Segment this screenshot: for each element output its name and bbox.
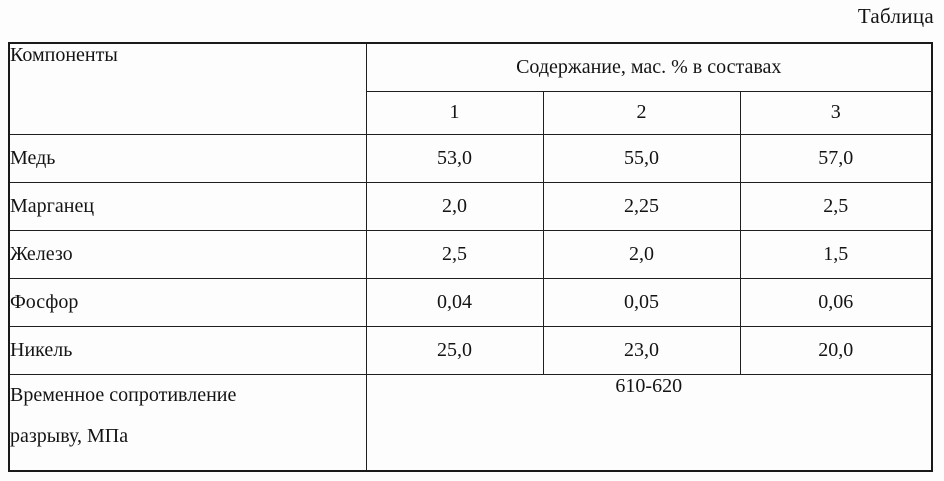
table-row-copper: Медь 53,0 55,0 57,0 bbox=[8, 133, 933, 183]
column-header-2: 2 bbox=[542, 90, 741, 135]
column-header-3: 3 bbox=[739, 90, 933, 135]
row-label: Марганец bbox=[8, 181, 367, 231]
header-content-cell: Содержание, мас. % в составах bbox=[365, 42, 933, 92]
composition-table: Компоненты Содержание, мас. % в составах… bbox=[8, 42, 933, 472]
value-cell: 25,0 bbox=[365, 325, 544, 375]
row-label: Железо bbox=[8, 229, 367, 279]
row-label: Фосфор bbox=[8, 277, 367, 327]
value-cell: 2,0 bbox=[542, 229, 741, 279]
value-cell: 57,0 bbox=[739, 133, 933, 183]
value-cell: 55,0 bbox=[542, 133, 741, 183]
value-cell: 0,04 bbox=[365, 277, 544, 327]
value-cell: 23,0 bbox=[542, 325, 741, 375]
table-row-phosphorus: Фосфор 0,04 0,05 0,06 bbox=[8, 277, 933, 327]
table-row-nickel: Никель 25,0 23,0 20,0 bbox=[8, 325, 933, 375]
row-label: Медь bbox=[8, 133, 367, 183]
value-cell: 2,5 bbox=[739, 181, 933, 231]
value-cell: 2,25 bbox=[542, 181, 741, 231]
table-row-tensile-strength: Временное сопротивление разрыву, МПа 610… bbox=[8, 373, 933, 472]
table-row-manganese: Марганец 2,0 2,25 2,5 bbox=[8, 181, 933, 231]
table-row-iron: Железо 2,5 2,0 1,5 bbox=[8, 229, 933, 279]
column-header-1: 1 bbox=[365, 90, 544, 135]
value-cell: 20,0 bbox=[739, 325, 933, 375]
value-cell: 0,05 bbox=[542, 277, 741, 327]
row-label-tensile: Временное сопротивление разрыву, МПа bbox=[8, 373, 367, 472]
header-row-1: Компоненты Содержание, мас. % в составах bbox=[8, 42, 933, 135]
value-cell: 53,0 bbox=[365, 133, 544, 183]
value-cell: 1,5 bbox=[739, 229, 933, 279]
tensile-value-cell: 610-620 bbox=[365, 373, 933, 472]
value-cell: 0,06 bbox=[739, 277, 933, 327]
row-label: Никель bbox=[8, 325, 367, 375]
header-components-cell: Компоненты bbox=[8, 42, 367, 135]
tensile-label-line-2: разрыву, МПа bbox=[10, 424, 129, 447]
value-cell: 2,5 bbox=[365, 229, 544, 279]
table-caption: Таблица bbox=[857, 4, 934, 28]
value-cell: 2,0 bbox=[365, 181, 544, 231]
tensile-label-line-1: Временное сопротивление bbox=[10, 383, 237, 406]
